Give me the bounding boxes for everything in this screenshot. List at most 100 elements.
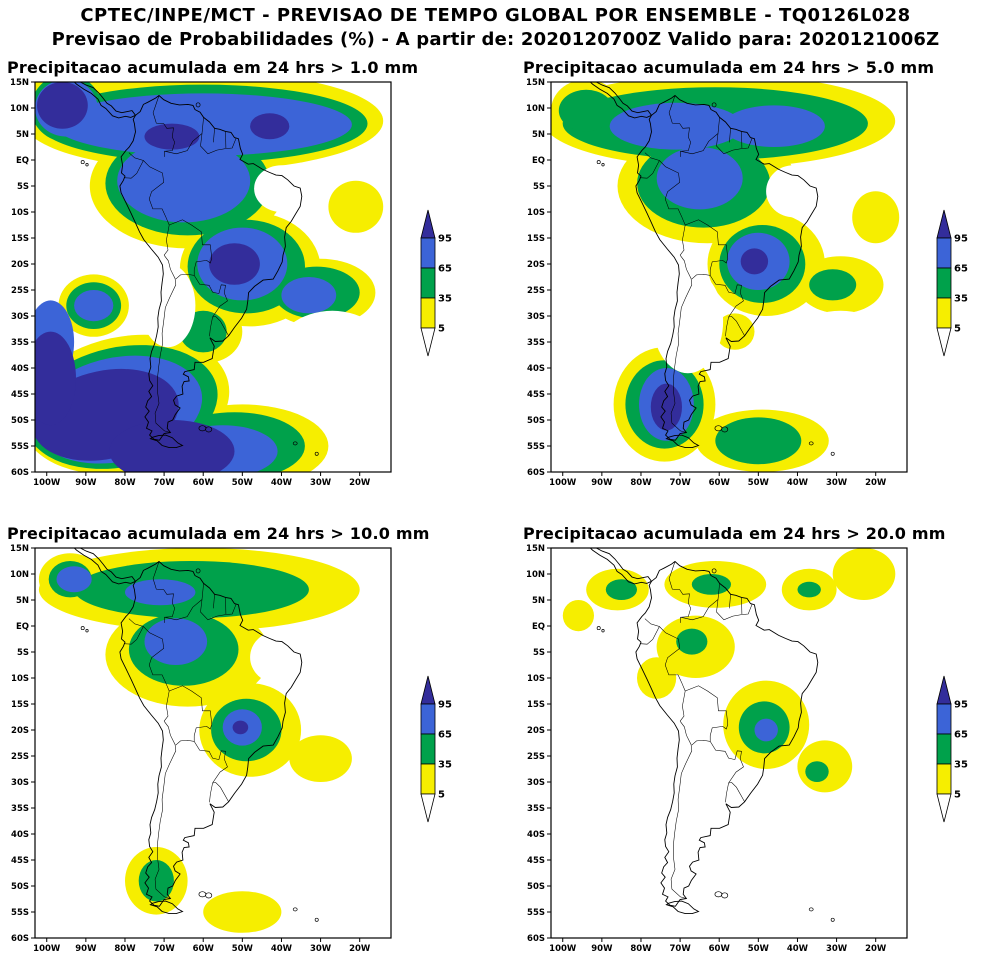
svg-text:30S: 30S xyxy=(527,778,545,788)
svg-text:10S: 10S xyxy=(11,674,29,684)
svg-text:35S: 35S xyxy=(527,804,545,814)
probability-colorbar: 95 65 35 5 xyxy=(936,675,968,823)
panel-body: 15N 10N 5N EQ 5S 10S 15S 20S 25S 30S 35S 40S 45S 50S 5… xyxy=(5,78,465,490)
svg-text:35: 35 xyxy=(954,760,968,771)
svg-text:60W: 60W xyxy=(193,944,215,954)
svg-text:5: 5 xyxy=(954,790,961,801)
svg-text:45S: 45S xyxy=(11,856,29,866)
svg-text:5N: 5N xyxy=(532,596,545,606)
panels-grid: Precipitacao acumulada em 24 hrs > 1.0 m… xyxy=(0,58,991,956)
panel-body: 15N 10N 5N EQ 5S 10S 15S 20S 25S 30S 35S 40S 45S 50S 5… xyxy=(521,544,981,956)
svg-text:40S: 40S xyxy=(11,830,29,840)
svg-text:80W: 80W xyxy=(114,478,136,488)
svg-text:70W: 70W xyxy=(153,944,175,954)
svg-text:65: 65 xyxy=(438,730,452,741)
svg-text:EQ: EQ xyxy=(532,622,545,632)
svg-text:35S: 35S xyxy=(11,338,29,348)
svg-text:30S: 30S xyxy=(11,778,29,788)
panel-title: Precipitacao acumulada em 24 hrs > 20.0 … xyxy=(523,524,946,543)
svg-text:5S: 5S xyxy=(17,648,29,658)
svg-text:30W: 30W xyxy=(826,944,848,954)
svg-text:25S: 25S xyxy=(527,286,545,296)
svg-text:80W: 80W xyxy=(630,944,652,954)
svg-text:15S: 15S xyxy=(11,234,29,244)
map-precip-gt-10mm: 15N 10N 5N EQ 5S 10S 15S 20S 25S 30S 35S 40S 45S 50S 5… xyxy=(10,544,392,954)
svg-text:25S: 25S xyxy=(11,752,29,762)
svg-text:40W: 40W xyxy=(271,944,293,954)
subtitle: Previsao de Probabilidades (%) - A parti… xyxy=(51,29,940,50)
svg-text:40W: 40W xyxy=(787,944,809,954)
svg-text:10S: 10S xyxy=(527,208,545,218)
svg-text:100W: 100W xyxy=(33,478,61,488)
svg-text:40W: 40W xyxy=(787,478,809,488)
svg-text:60W: 60W xyxy=(709,944,731,954)
svg-text:90W: 90W xyxy=(75,478,97,488)
svg-text:55S: 55S xyxy=(527,442,545,452)
map-precip-gt-1mm: 15N 10N 5N EQ 5S 10S 15S 20S 25S 30S 35S 40S 45S 50S 5… xyxy=(10,78,392,488)
svg-text:50S: 50S xyxy=(11,416,29,426)
svg-text:5S: 5S xyxy=(533,182,545,192)
svg-text:95: 95 xyxy=(438,234,452,245)
svg-text:60W: 60W xyxy=(709,478,731,488)
svg-text:15S: 15S xyxy=(11,700,29,710)
svg-text:30S: 30S xyxy=(527,312,545,322)
svg-text:65: 65 xyxy=(954,264,968,275)
probability-colorbar: 95 65 35 5 xyxy=(420,675,452,823)
svg-text:20S: 20S xyxy=(527,260,545,270)
svg-text:5S: 5S xyxy=(17,182,29,192)
panel-title: Precipitacao acumulada em 24 hrs > 5.0 m… xyxy=(523,58,935,77)
svg-text:10S: 10S xyxy=(527,674,545,684)
svg-text:5: 5 xyxy=(954,324,961,335)
svg-text:30W: 30W xyxy=(310,478,332,488)
svg-text:50S: 50S xyxy=(527,882,545,892)
svg-text:25S: 25S xyxy=(527,752,545,762)
svg-text:90W: 90W xyxy=(591,944,613,954)
svg-text:35: 35 xyxy=(954,294,968,305)
svg-text:90W: 90W xyxy=(591,478,613,488)
panel-title: Precipitacao acumulada em 24 hrs > 10.0 … xyxy=(7,524,430,543)
svg-text:30W: 30W xyxy=(826,478,848,488)
svg-text:45S: 45S xyxy=(527,856,545,866)
svg-text:65: 65 xyxy=(954,730,968,741)
svg-text:35: 35 xyxy=(438,294,452,305)
svg-text:15S: 15S xyxy=(527,234,545,244)
svg-text:45S: 45S xyxy=(527,390,545,400)
panel-title: Precipitacao acumulada em 24 hrs > 1.0 m… xyxy=(7,58,419,77)
svg-text:60S: 60S xyxy=(11,934,29,944)
svg-text:35S: 35S xyxy=(527,338,545,348)
svg-text:EQ: EQ xyxy=(16,622,29,632)
svg-text:5N: 5N xyxy=(16,130,29,140)
svg-text:30W: 30W xyxy=(310,944,332,954)
svg-text:20W: 20W xyxy=(349,944,371,954)
svg-text:50W: 50W xyxy=(748,944,770,954)
svg-text:10N: 10N xyxy=(526,570,545,580)
svg-text:45S: 45S xyxy=(11,390,29,400)
main-title: CPTEC/INPE/MCT - PREVISAO DE TEMPO GLOBA… xyxy=(80,5,911,26)
svg-text:50W: 50W xyxy=(232,944,254,954)
svg-text:60S: 60S xyxy=(527,468,545,478)
svg-text:50S: 50S xyxy=(527,416,545,426)
svg-text:30S: 30S xyxy=(11,312,29,322)
svg-text:EQ: EQ xyxy=(532,156,545,166)
svg-text:100W: 100W xyxy=(549,478,577,488)
svg-text:25S: 25S xyxy=(11,286,29,296)
svg-text:15N: 15N xyxy=(10,78,29,88)
svg-text:10N: 10N xyxy=(10,570,29,580)
svg-text:70W: 70W xyxy=(669,478,691,488)
svg-text:55S: 55S xyxy=(11,908,29,918)
probability-colorbar: 95 65 35 5 xyxy=(420,209,452,357)
svg-text:EQ: EQ xyxy=(16,156,29,166)
svg-text:95: 95 xyxy=(438,700,452,711)
svg-text:40S: 40S xyxy=(527,364,545,374)
svg-text:95: 95 xyxy=(954,700,968,711)
svg-text:40S: 40S xyxy=(11,364,29,374)
svg-text:100W: 100W xyxy=(549,944,577,954)
svg-text:20W: 20W xyxy=(865,478,887,488)
svg-text:5S: 5S xyxy=(533,648,545,658)
svg-text:80W: 80W xyxy=(114,944,136,954)
svg-text:15N: 15N xyxy=(526,78,545,88)
svg-text:10N: 10N xyxy=(10,104,29,114)
svg-text:95: 95 xyxy=(954,234,968,245)
svg-text:20S: 20S xyxy=(11,726,29,736)
